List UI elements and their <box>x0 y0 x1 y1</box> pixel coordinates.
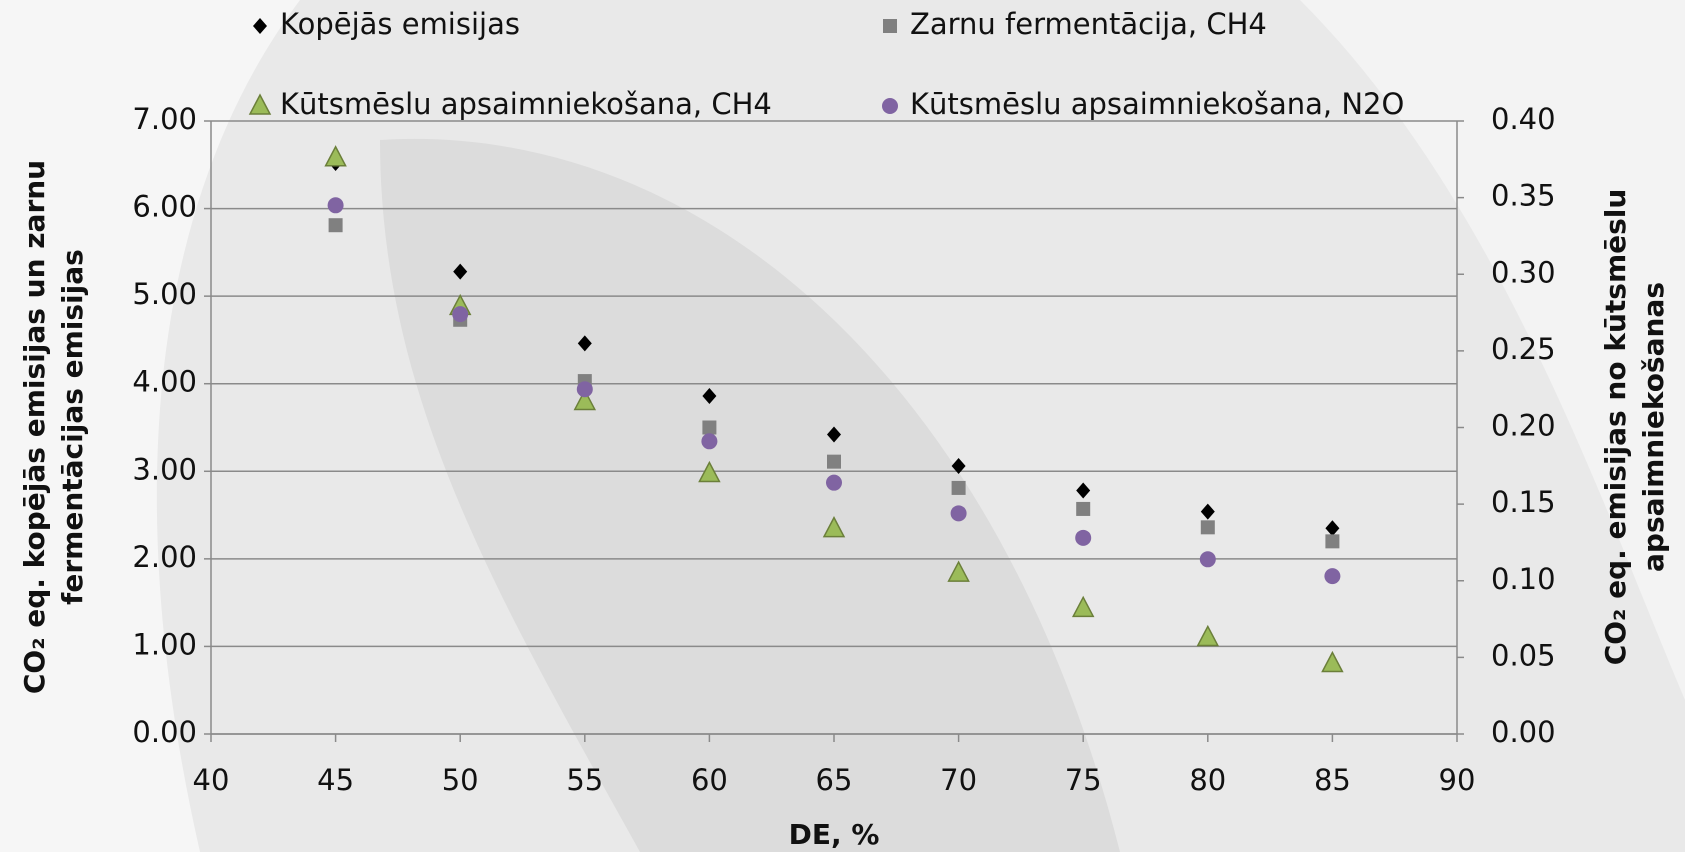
y-axis-title: CO₂ eq. kopējās emisijas un zarnu <box>18 160 51 694</box>
point <box>329 218 343 232</box>
y2-axis-title: apsaimniekošanas <box>1637 282 1670 572</box>
y2-tick-label: 0.00 <box>1491 715 1556 749</box>
x-tick-label: 80 <box>1189 763 1226 797</box>
y-tick-label: 7.00 <box>132 102 197 136</box>
x-tick-label: 55 <box>566 763 603 797</box>
point <box>827 455 841 469</box>
y2-tick-label: 0.25 <box>1491 332 1556 366</box>
y2-axis-title: CO₂ eq. emisijas no kūtsmēslu <box>1599 189 1632 666</box>
y-tick-label: 3.00 <box>132 452 197 486</box>
legend-marker <box>882 98 898 114</box>
y2-tick-label: 0.10 <box>1491 562 1556 596</box>
point <box>952 481 966 495</box>
y-axis-title: fermentācijas emisijas <box>56 249 89 605</box>
y-tick-label: 0.00 <box>132 715 197 749</box>
y2-tick-label: 0.30 <box>1491 255 1556 289</box>
legend-label: Zarnu fermentācija, CH4 <box>910 7 1267 41</box>
y-tick-label: 4.00 <box>132 365 197 399</box>
point <box>1200 551 1216 567</box>
y2-tick-label: 0.35 <box>1491 179 1556 213</box>
x-tick-label: 40 <box>193 763 230 797</box>
x-tick-label: 60 <box>691 763 728 797</box>
y2-tick-label: 0.40 <box>1491 102 1556 136</box>
x-tick-label: 65 <box>816 763 853 797</box>
y-tick-label: 5.00 <box>132 277 197 311</box>
x-tick-label: 85 <box>1314 763 1351 797</box>
point <box>951 505 967 521</box>
x-tick-label: 70 <box>940 763 977 797</box>
y-tick-label: 1.00 <box>132 627 197 661</box>
legend-label: Kūtsmēslu apsaimniekošana, CH4 <box>280 87 772 121</box>
point <box>702 421 716 435</box>
y2-tick-label: 0.20 <box>1491 409 1556 443</box>
legend-marker <box>883 19 897 33</box>
point <box>701 433 717 449</box>
x-tick-label: 75 <box>1065 763 1102 797</box>
point <box>1076 502 1090 516</box>
legend-label: Kopējās emisijas <box>280 7 520 41</box>
point <box>1325 534 1339 548</box>
y2-tick-label: 0.15 <box>1491 485 1556 519</box>
point <box>826 475 842 491</box>
y-tick-label: 6.00 <box>132 190 197 224</box>
point <box>1075 530 1091 546</box>
x-tick-label: 50 <box>442 763 479 797</box>
point <box>1201 520 1215 534</box>
x-tick-label: 45 <box>317 763 354 797</box>
point <box>452 306 468 322</box>
y2-tick-label: 0.05 <box>1491 638 1556 672</box>
chart: DE, % CO₂ eq. kopējās emisijas un zarnu … <box>0 0 1685 852</box>
point <box>1324 568 1340 584</box>
point <box>328 197 344 213</box>
x-tick-label: 90 <box>1439 763 1476 797</box>
point <box>577 381 593 397</box>
x-axis-title: DE, % <box>789 818 880 851</box>
legend-label: Kūtsmēslu apsaimniekošana, N2O <box>910 87 1404 121</box>
y-tick-label: 2.00 <box>132 540 197 574</box>
